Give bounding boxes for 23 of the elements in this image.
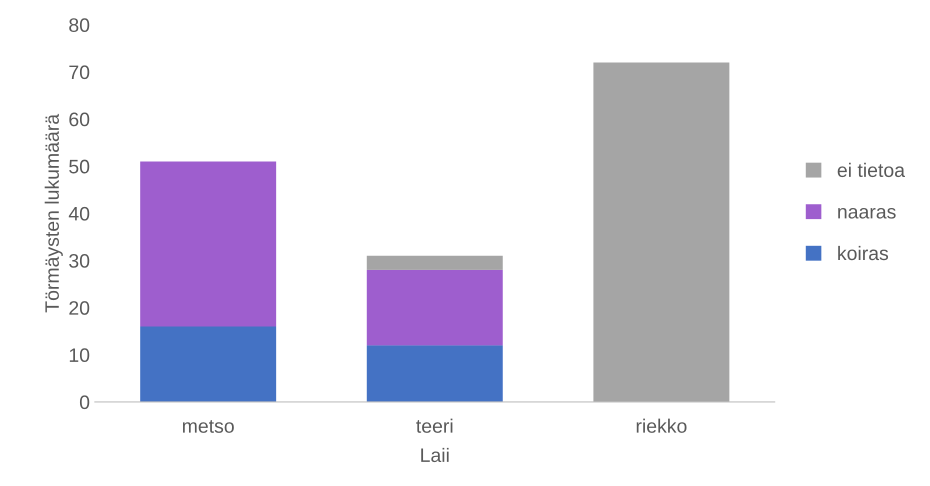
y-tick-label: 0 — [80, 395, 90, 410]
y-tick-label: 50 — [69, 160, 90, 174]
bar — [366, 345, 503, 402]
x-tick-label: riekko — [636, 418, 687, 433]
y-tick-label: 10 — [70, 348, 90, 362]
x-axis-title: Laii — [421, 448, 449, 462]
legend-label: ei tietoa — [838, 162, 905, 178]
legend-label: naaras — [838, 208, 896, 219]
y-tick-label: 40 — [68, 206, 90, 221]
bar — [366, 270, 503, 346]
bar — [140, 326, 276, 402]
y-tick-label: 70 — [69, 65, 90, 80]
bar — [140, 162, 276, 326]
y-tick-label: 30 — [69, 254, 90, 268]
x-tick-label: teeri — [416, 418, 452, 433]
y-tick-label: 20 — [69, 301, 90, 315]
y-axis-title: Törmäysten lukumäärä — [44, 114, 63, 312]
x-tick-label: metso — [182, 420, 234, 433]
y-tick-label: 80 — [69, 18, 90, 32]
bar — [366, 256, 503, 270]
bar — [593, 62, 730, 402]
legend-label: koiras — [838, 246, 888, 260]
y-tick-label: 60 — [69, 112, 90, 126]
